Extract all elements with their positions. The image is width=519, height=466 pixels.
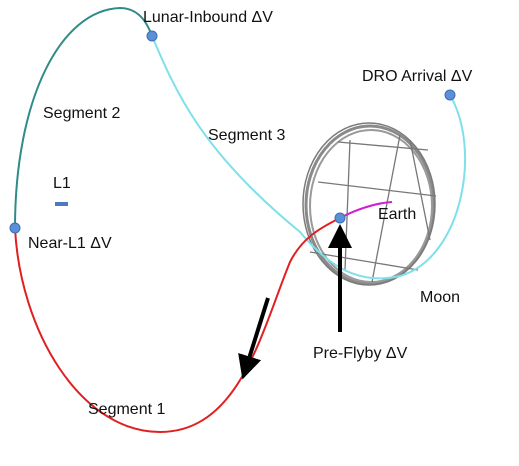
- moon-orbit: [302, 122, 437, 286]
- label: Moon: [420, 289, 460, 306]
- label: DRO Arrival ΔV: [362, 68, 473, 85]
- segment-2-path: [14, 6, 153, 229]
- near-l1-point: [9, 222, 21, 234]
- label: L1: [53, 175, 71, 192]
- label: Pre-Flyby ΔV: [313, 345, 408, 362]
- label: Earth: [378, 206, 416, 223]
- label: Segment 1: [88, 401, 165, 418]
- l1-marker: [55, 202, 68, 206]
- direction-arrow: [238, 297, 270, 380]
- segment-1-path: [14, 217, 341, 434]
- pre-flyby-point: [334, 212, 346, 224]
- lunar-inbound-point: [146, 30, 158, 42]
- label: Segment 2: [43, 105, 120, 122]
- label: Near-L1 ΔV: [28, 235, 112, 252]
- dro-arrival-point: [444, 89, 456, 101]
- label: Lunar-Inbound ΔV: [143, 9, 273, 26]
- segment-3-path: [151, 35, 467, 280]
- label: Segment 3: [208, 127, 285, 144]
